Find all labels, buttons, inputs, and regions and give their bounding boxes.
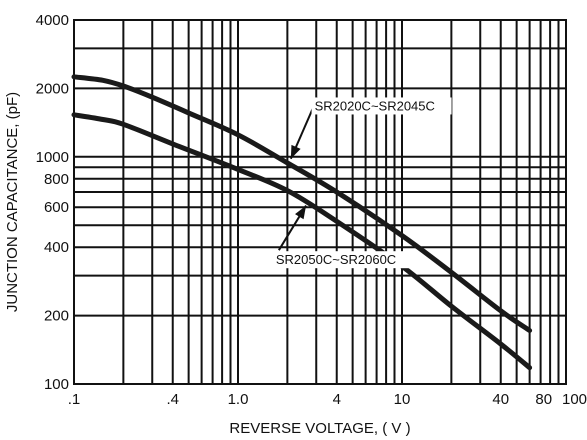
- y-tick-label-0: 100: [44, 376, 69, 393]
- annotation-box-0: [311, 97, 452, 115]
- y-tick-label-5: 1000: [36, 149, 69, 166]
- plot-frame: [73, 19, 567, 385]
- y-tick-label-6: 2000: [36, 80, 69, 97]
- annotation-box-1: [272, 251, 413, 269]
- y-tick-label-4: 800: [44, 171, 69, 188]
- series-curve-1: [71, 112, 533, 371]
- x-tick-label-1: .4: [166, 391, 179, 408]
- x-tick-label-2: 1.0: [228, 391, 249, 408]
- annotation-arrowhead-0: [290, 144, 301, 159]
- annotations: SR2020C~SR2045C SR2050C~SR2060C: [272, 97, 452, 269]
- x-tick-label-4: 10: [394, 391, 411, 408]
- x-tick-label-6: 80: [535, 391, 552, 408]
- y-tick-label-3: 600: [44, 199, 69, 216]
- curves: [71, 74, 533, 371]
- y-axis-title: JUNCTION CAPACITANCE, (pF): [4, 92, 21, 312]
- y-tick-label-7: 4000: [36, 12, 69, 29]
- x-axis-title: REVERSE VOLTAGE, ( V ): [229, 420, 410, 437]
- tick-labels: .1 .4 1.0 4 10 40 80 100 100 200 400 600 800 1000 2000…: [36, 12, 587, 408]
- x-tick-label-5: 40: [492, 391, 509, 408]
- x-tick-label-7: 100: [562, 391, 587, 408]
- annotation-arrowhead-1: [295, 205, 307, 220]
- x-tick-label-3: 4: [333, 391, 341, 408]
- y-tick-label-2: 400: [44, 239, 69, 256]
- annotation-label-1: SR2050C~SR2060C: [276, 252, 396, 267]
- y-tick-label-1: 200: [44, 308, 69, 325]
- grid: [73, 19, 567, 385]
- series-curve-0: [71, 74, 533, 333]
- annotation-label-0: SR2020C~SR2045C: [315, 98, 435, 113]
- x-tick-label-0: .1: [68, 391, 81, 408]
